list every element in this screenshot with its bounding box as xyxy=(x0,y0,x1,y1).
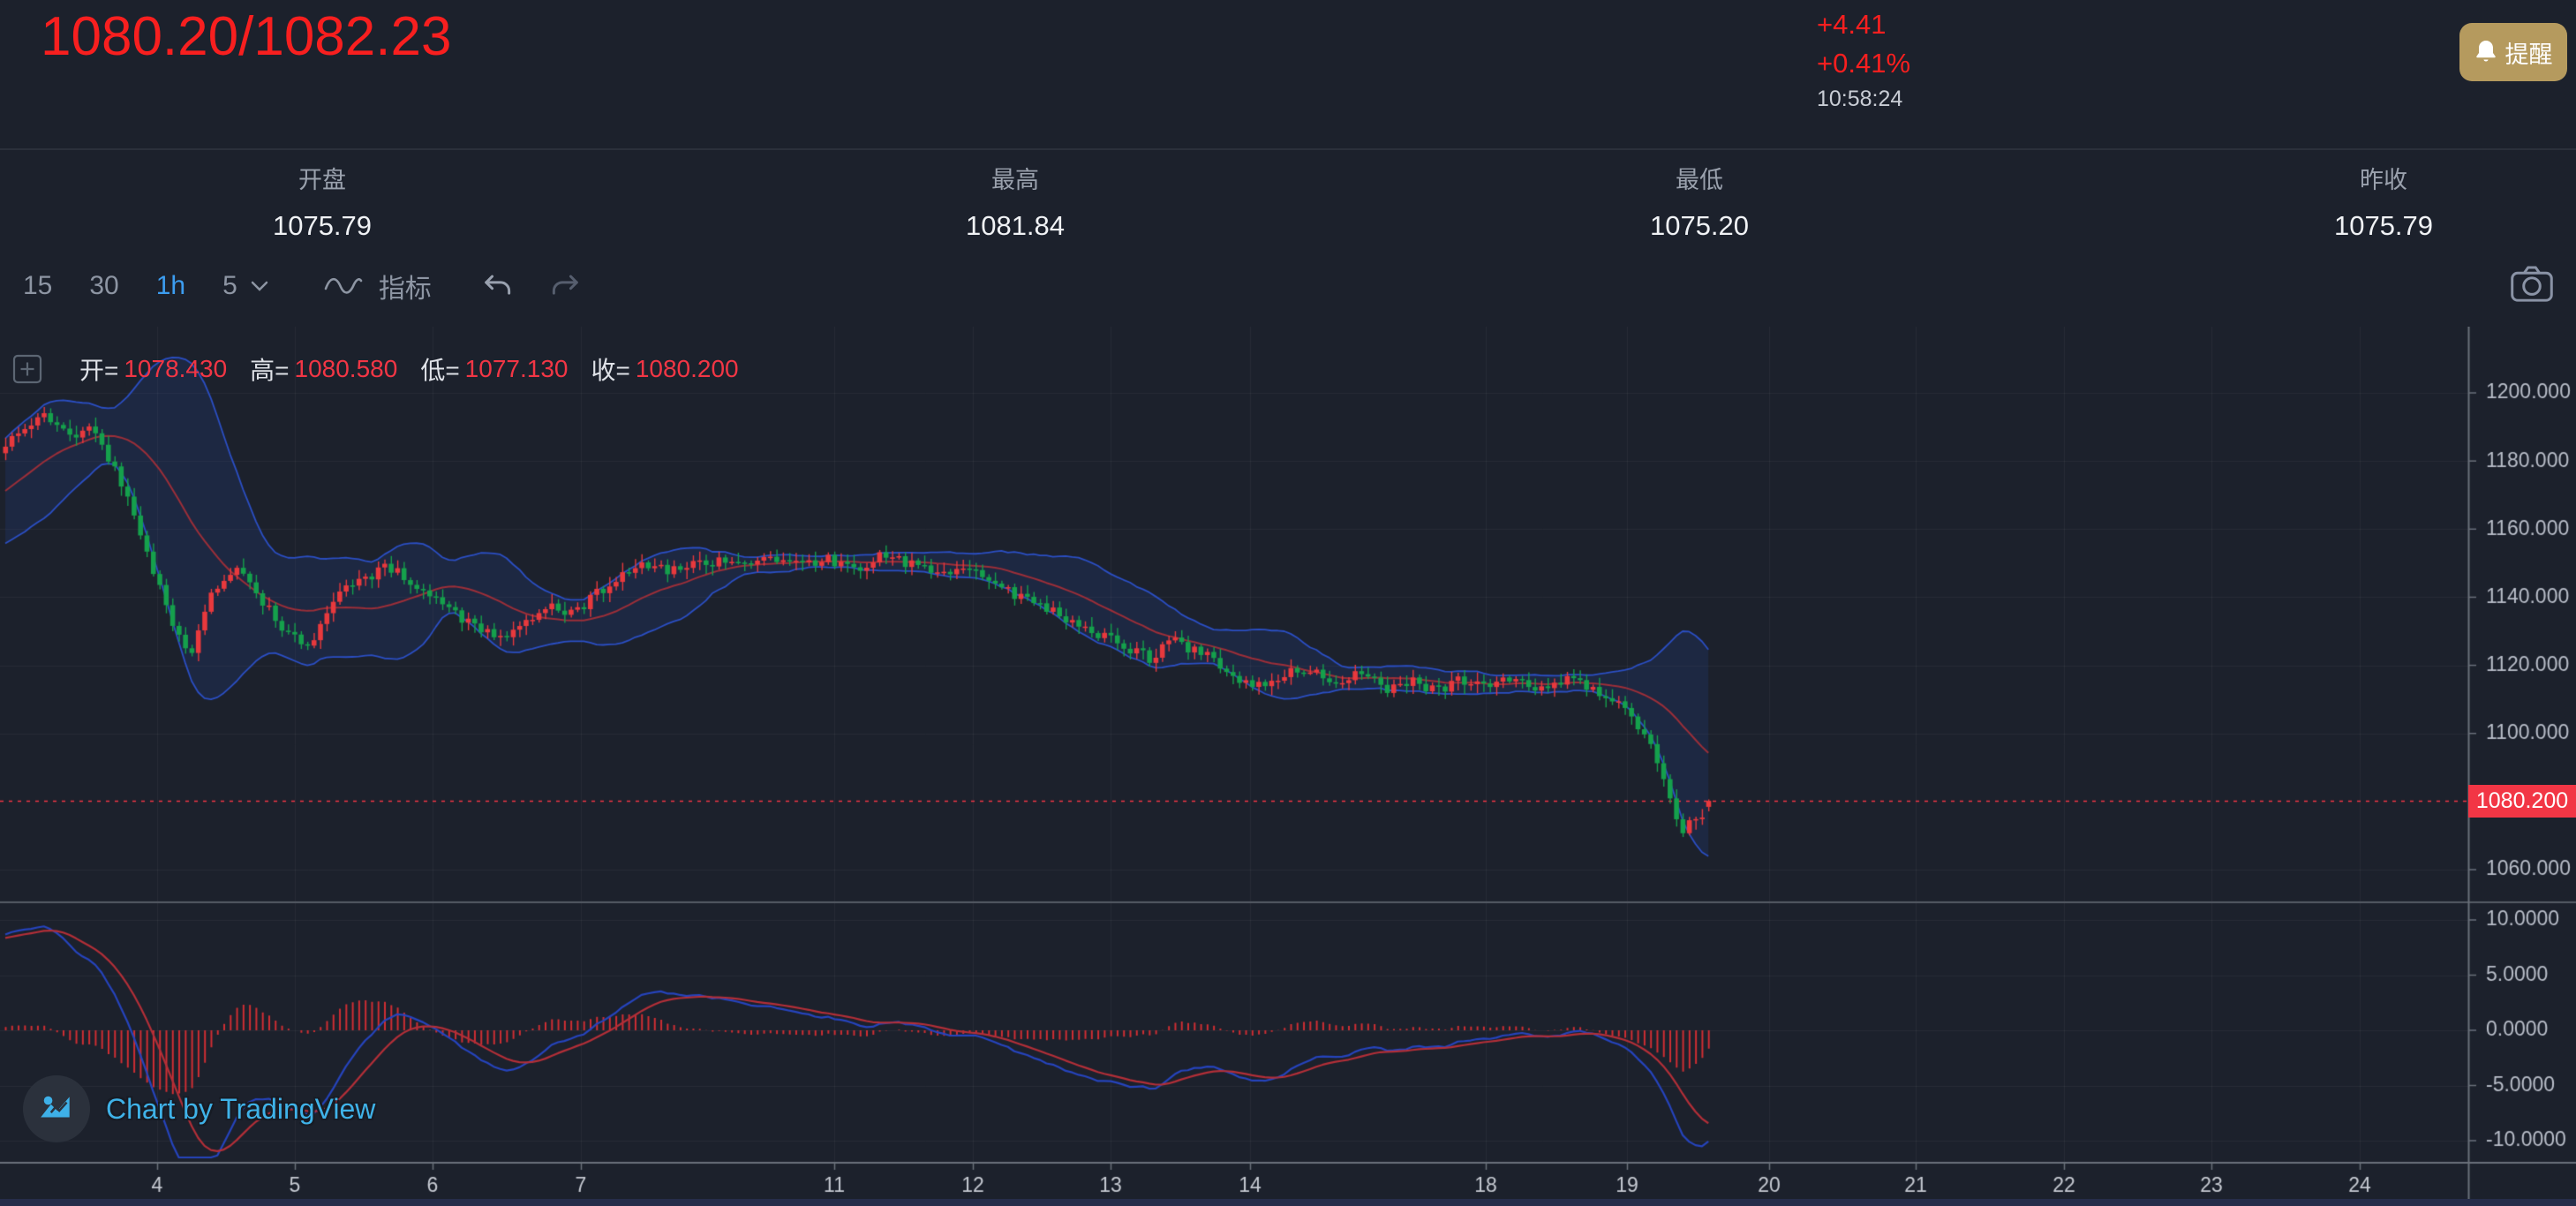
stat-low-value: 1075.20 xyxy=(1649,210,1750,241)
stat-open-value: 1075.79 xyxy=(272,210,373,241)
alert-button[interactable]: 提醒 xyxy=(2459,23,2567,81)
header-divider xyxy=(0,148,2576,150)
stat-open: 开盘 1075.79 xyxy=(273,161,372,242)
snapshot-button[interactable] xyxy=(2509,263,2555,306)
undo-icon xyxy=(485,275,510,295)
interval-1h-button[interactable]: 1h xyxy=(155,271,186,300)
stat-high-value: 1081.84 xyxy=(965,210,1066,241)
legend-low-label: 低= xyxy=(420,357,460,384)
legend-low-value: 1077.130 xyxy=(464,355,569,382)
bottom-strip xyxy=(0,1199,2576,1206)
stat-prev-close-value: 1075.79 xyxy=(2333,210,2434,241)
interval-30-button[interactable]: 30 xyxy=(89,271,119,300)
bell-icon xyxy=(2475,41,2496,62)
legend-high-value: 1080.580 xyxy=(294,355,398,382)
chart-area: 开= 1078.430 高= 1080.580 低= 1077.130 收= 1… xyxy=(0,327,2576,1206)
legend-open-value: 1078.430 xyxy=(124,355,228,382)
legend-close-label: 收= xyxy=(591,357,630,384)
camera-icon xyxy=(2511,266,2553,302)
stat-low-label: 最低 xyxy=(1676,167,1723,193)
stat-high-label: 最高 xyxy=(991,167,1039,193)
chevron-down-icon xyxy=(251,281,268,291)
change-block: +4.41 +0.41% 10:58:24 xyxy=(1817,11,1910,110)
price-change-percent: +0.41% xyxy=(1817,48,1911,79)
attribution-text: Chart by TradingView xyxy=(106,1092,376,1125)
chart-style-button[interactable] xyxy=(322,275,365,298)
legend-close-value: 1080.200 xyxy=(635,355,739,382)
stat-prev-close-label: 昨收 xyxy=(2360,167,2407,193)
stat-high: 最高 1081.84 xyxy=(966,161,1065,242)
interval-15-button[interactable]: 15 xyxy=(23,271,53,300)
tradingview-logo-icon xyxy=(23,1075,90,1142)
ohlc-legend: 开= 1078.430 高= 1080.580 低= 1077.130 收= 1… xyxy=(12,351,739,387)
quote-time: 10:58:24 xyxy=(1817,87,1903,111)
interval-dropdown-button[interactable] xyxy=(250,280,269,292)
tradingview-attribution[interactable]: Chart by TradingView xyxy=(23,1075,375,1142)
legend-high-label: 高= xyxy=(250,357,290,384)
stat-low: 最低 1075.20 xyxy=(1650,161,1749,242)
price-chart-canvas[interactable] xyxy=(0,327,2576,1206)
chart-toolbar: 15 30 1h 5 指标 xyxy=(23,261,619,311)
price-change: +4.41 xyxy=(1817,9,1887,40)
bid-ask-price: 1080.20/1082.23 xyxy=(41,6,452,67)
redo-button[interactable] xyxy=(550,273,582,299)
stat-prev-close: 昨收 1075.79 xyxy=(2334,161,2433,242)
alert-button-label: 提醒 xyxy=(2504,41,2553,68)
indicators-button[interactable]: 指标 xyxy=(379,267,432,305)
undo-button[interactable] xyxy=(481,273,513,299)
line-style-icon xyxy=(324,277,363,294)
compare-add-icon[interactable] xyxy=(12,354,42,384)
legend-open-label: 开= xyxy=(79,357,119,384)
current-price-label: 1080.200 xyxy=(2468,785,2576,818)
interval-5-button[interactable]: 5 xyxy=(222,271,237,300)
redo-icon xyxy=(552,275,578,295)
stat-open-label: 开盘 xyxy=(298,167,346,193)
